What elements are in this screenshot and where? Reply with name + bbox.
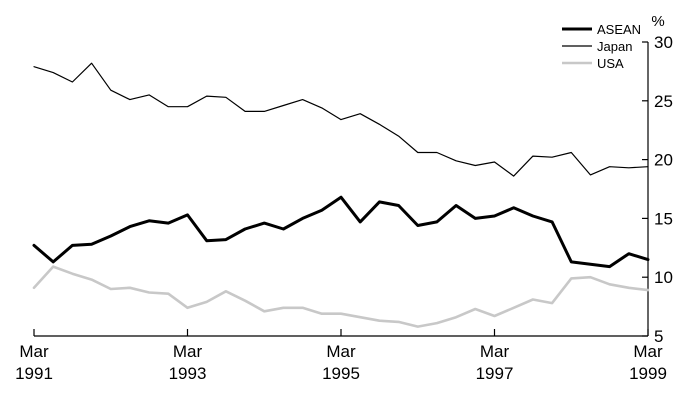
y-axis-unit-label: % — [651, 13, 664, 30]
x-axis-ticks: Mar 1991 Mar 1993 Mar 1995 Mar 1997 Mar 1999 — [15, 329, 667, 383]
x-tick-label-month: Mar — [173, 342, 203, 361]
y-axis-ticks: 5 10 15 20 25 30 — [642, 33, 673, 346]
legend: ASEAN Japan USA — [562, 22, 641, 71]
series-line-usa — [32, 265, 650, 328]
y-tick-label: 15 — [654, 209, 673, 228]
series-line-japan — [33, 62, 649, 177]
series-line-asean — [32, 195, 650, 269]
x-tick-label-year: 1995 — [322, 364, 360, 383]
legend-label-asean: ASEAN — [597, 22, 641, 37]
legend-label-usa: USA — [597, 56, 624, 71]
plot-area: Mar 1991 Mar 1993 Mar 1995 Mar 1997 Mar 1999 5 10 1… — [15, 13, 673, 383]
x-tick-label-month: Mar — [19, 342, 49, 361]
y-tick-label: 20 — [654, 151, 673, 170]
legend-label-japan: Japan — [597, 39, 632, 54]
series-lines — [32, 62, 650, 328]
x-tick-label-year: 1993 — [169, 364, 207, 383]
x-tick-label-year: 1999 — [629, 364, 667, 383]
y-tick-label: 5 — [654, 327, 663, 346]
y-tick-label: 30 — [654, 33, 673, 52]
x-tick-label-year: 1997 — [476, 364, 514, 383]
x-tick-label-month: Mar — [633, 342, 663, 361]
x-tick-label-year: 1991 — [15, 364, 53, 383]
x-tick-label-month: Mar — [480, 342, 510, 361]
x-tick-label-month: Mar — [326, 342, 356, 361]
y-tick-label: 10 — [654, 268, 673, 287]
y-tick-label: 25 — [654, 92, 673, 111]
